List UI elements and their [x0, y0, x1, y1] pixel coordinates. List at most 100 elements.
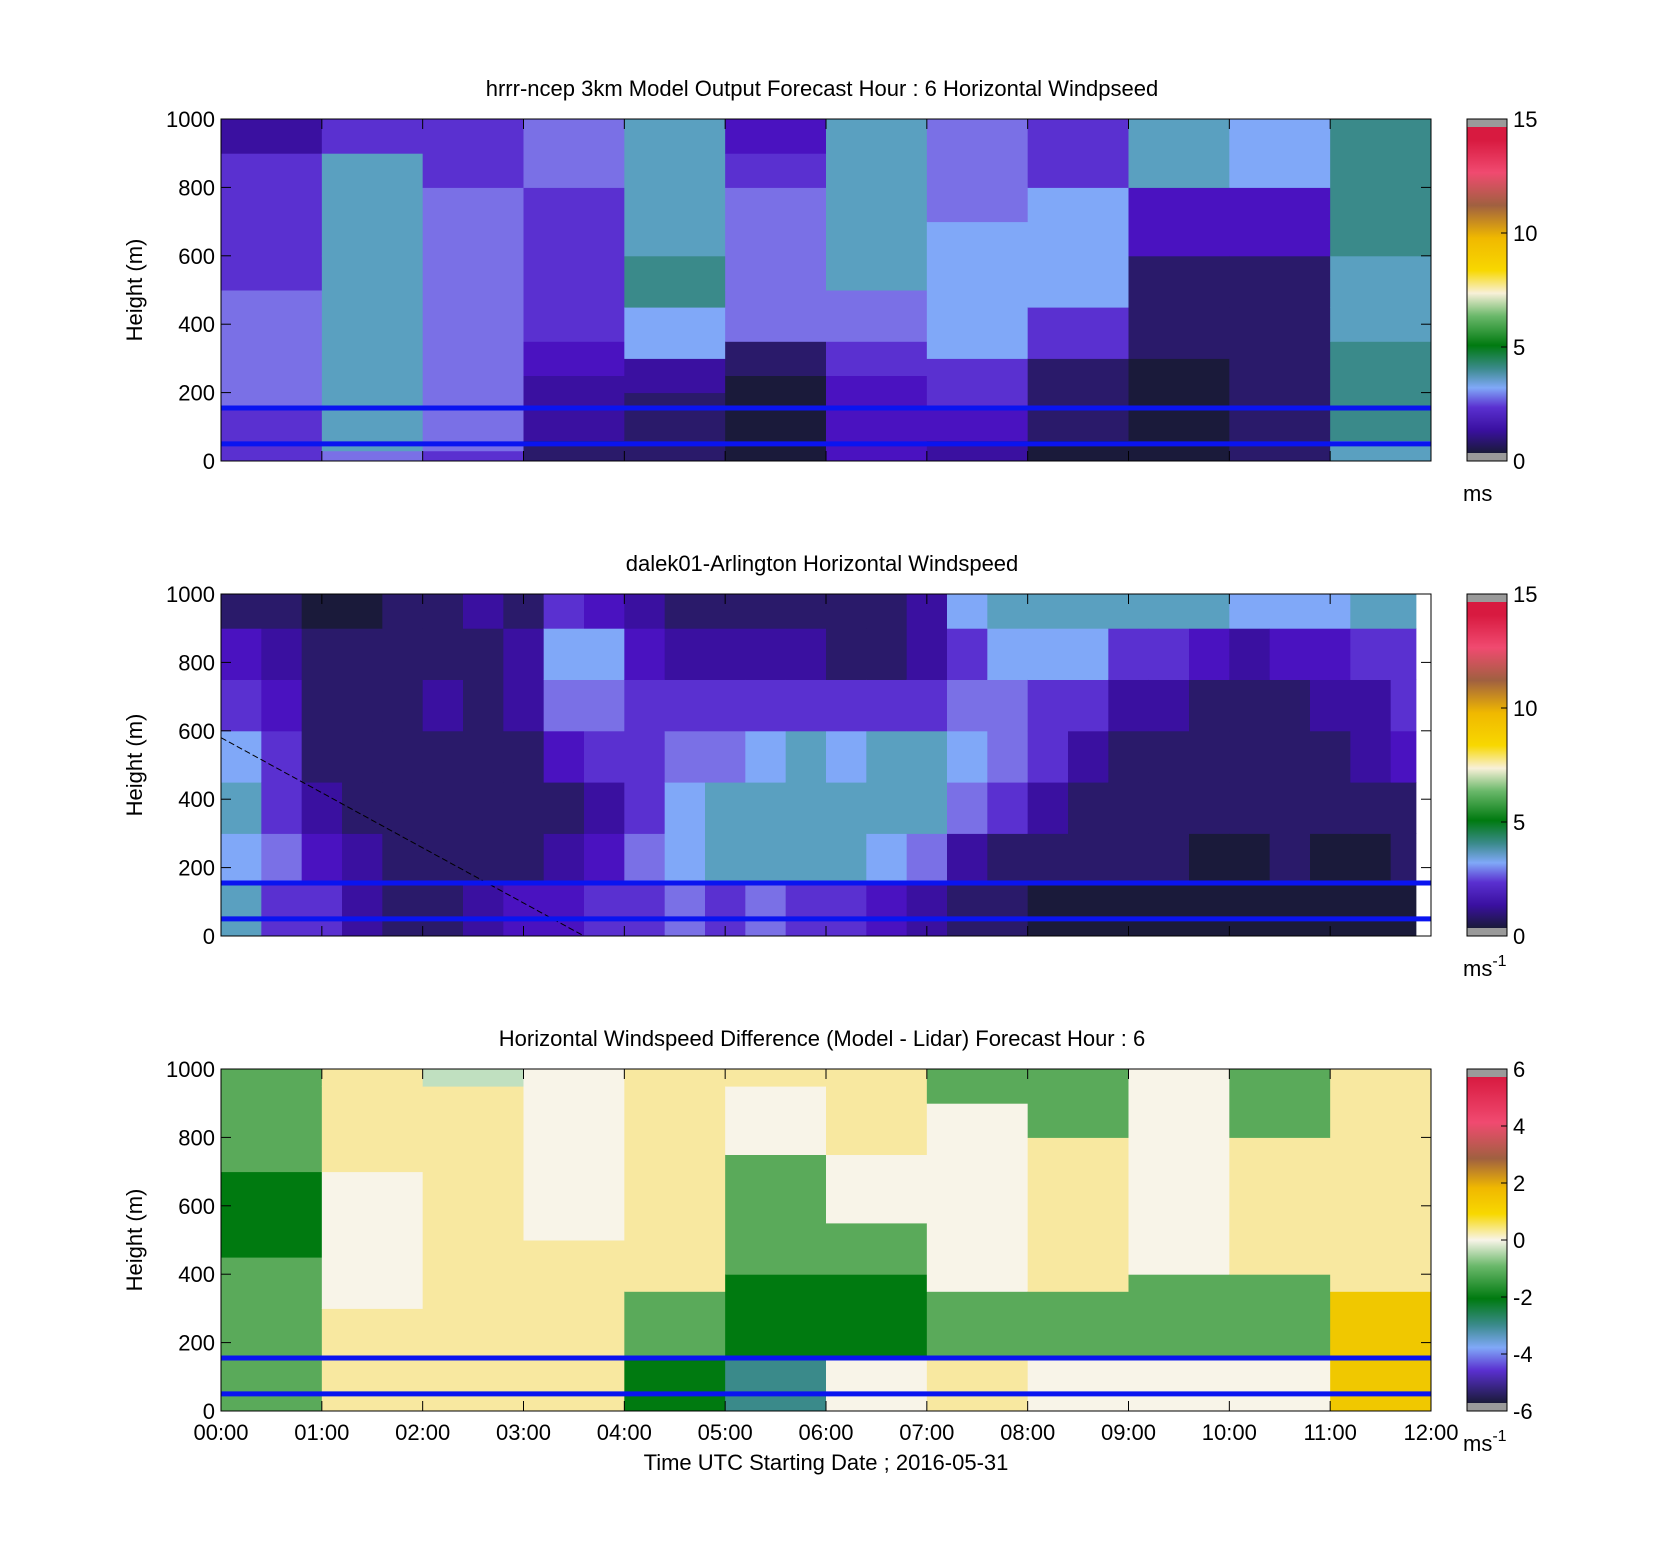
- colorbar-gray-bottom: [1467, 928, 1507, 936]
- heatmap-cell: [342, 679, 383, 732]
- heatmap-cell: [1229, 119, 1331, 188]
- heatmap-cell: [1390, 730, 1417, 783]
- heatmap-cell: [1269, 884, 1311, 937]
- heatmap-cell: [301, 833, 343, 886]
- heatmap-cell: [705, 833, 746, 886]
- dashed-line: [220, 737, 585, 937]
- y-axis-label: Height (m): [122, 1189, 147, 1292]
- heatmap-cell: [1229, 679, 1271, 732]
- heatmap-cell: [926, 119, 1029, 223]
- colorbar-tick-label: 0: [1513, 924, 1525, 949]
- heatmap-cell: [503, 730, 545, 783]
- heatmap-cell: [1027, 358, 1129, 411]
- heatmap-cell: [826, 119, 928, 154]
- heatmap-cell: [906, 782, 948, 834]
- heatmap-cell: [342, 782, 383, 834]
- heatmap-cell: [1068, 628, 1109, 680]
- heatmap-cell: [725, 341, 827, 376]
- heatmap-cell: [725, 290, 827, 342]
- heatmap-cell: [1128, 1069, 1230, 1138]
- heatmap-cell: [1350, 884, 1392, 937]
- heatmap-cell: [725, 187, 827, 291]
- heatmap-cell: [624, 628, 666, 680]
- heatmap-cell: [987, 594, 1029, 629]
- heatmap-cell: [221, 153, 323, 223]
- heatmap-cell: [1128, 1137, 1230, 1275]
- heatmap-cell: [624, 730, 666, 783]
- heatmap-cell: [543, 833, 585, 886]
- heatmap-cell: [624, 1359, 726, 1412]
- heatmap-cell: [987, 782, 1029, 834]
- colorbar-frame: [1466, 593, 1508, 937]
- heatmap-cell: [1027, 1359, 1129, 1412]
- y-tick-label: 0: [203, 924, 215, 949]
- heatmap-cell: [1310, 679, 1351, 732]
- y-tick-label: 400: [178, 312, 215, 337]
- heatmap-cell: [261, 833, 303, 886]
- heatmap-cell: [221, 341, 323, 411]
- heatmap-cell: [906, 730, 948, 783]
- heatmap-cell: [926, 1359, 1029, 1412]
- heatmap-cell: [523, 187, 625, 342]
- x-tick-label: 09:00: [1101, 1420, 1156, 1445]
- colorbar-tick-label: -2: [1513, 1285, 1533, 1310]
- heatmap-cell: [1269, 730, 1311, 783]
- y-tick-label: 800: [178, 650, 215, 675]
- heatmap-cell: [1350, 594, 1392, 629]
- heatmap-cell: [422, 884, 464, 937]
- heatmap-cell: [584, 884, 625, 937]
- heatmap-cell: [463, 679, 504, 732]
- y-tick-label: 400: [178, 1262, 215, 1287]
- heatmap-cell: [866, 730, 908, 783]
- heatmap-cell: [826, 1274, 928, 1361]
- heatmap-cell: [221, 594, 262, 629]
- heatmap-cell: [1068, 594, 1109, 629]
- heatmap-cell: [1027, 187, 1129, 308]
- heatmap-cell: [301, 679, 343, 732]
- heatmap-cell: [221, 1103, 323, 1173]
- heatmap-cell: [221, 1257, 323, 1361]
- heatmap-cell: [543, 628, 585, 680]
- heatmap-cell: [1330, 1240, 1432, 1292]
- x-tick-label: 04:00: [597, 1420, 652, 1445]
- heatmap-cell: [664, 884, 706, 937]
- heatmap-cell: [987, 628, 1029, 680]
- heatmap-cell: [584, 679, 625, 732]
- heatmap-cell: [422, 594, 464, 629]
- heatmap-cell: [745, 679, 787, 732]
- heatmap-cell: [321, 153, 424, 257]
- x-axis-label: Time UTC Starting Date ; 2016-05-31: [644, 1450, 1009, 1475]
- heatmap-cell: [947, 833, 988, 886]
- heatmap-cell: [1148, 833, 1190, 886]
- heatmap-cell: [1068, 833, 1109, 886]
- heatmap-cell: [826, 679, 867, 732]
- heatmap-cell: [342, 884, 383, 937]
- colorbar-tick-label: 10: [1513, 696, 1537, 721]
- heatmap-cell: [785, 628, 827, 680]
- heatmap-cell: [422, 782, 464, 834]
- heatmap-cell: [1229, 730, 1271, 783]
- heatmap-cell: [1027, 1137, 1129, 1292]
- heatmap-cell: [321, 1086, 424, 1173]
- colorbar-unit: ms-1: [1463, 1428, 1507, 1456]
- heatmap-cell: [1229, 628, 1271, 680]
- heatmap-cell: [1229, 1274, 1331, 1361]
- colorbar-gradient: [1467, 127, 1507, 453]
- heatmap-cell: [785, 833, 827, 886]
- heatmap-cell: [221, 1171, 323, 1258]
- heatmap-cell: [1068, 730, 1109, 783]
- heatmap-cell: [342, 833, 383, 886]
- heatmap-cell: [1189, 628, 1230, 680]
- heatmap-cell: [664, 730, 706, 783]
- heatmap-cell: [1229, 782, 1271, 834]
- heatmap-cell: [1148, 628, 1190, 680]
- heatmap-cell: [1229, 187, 1331, 257]
- heatmap-cell: [1027, 679, 1069, 732]
- heatmap-cell: [261, 594, 303, 629]
- heatmap-cell: [1330, 119, 1432, 257]
- heatmap-cell: [664, 594, 706, 629]
- heatmap-cell: [1189, 594, 1230, 629]
- y-tick-label: 1000: [166, 1057, 215, 1082]
- heatmap-cell: [342, 594, 383, 629]
- heatmap-cell: [906, 628, 948, 680]
